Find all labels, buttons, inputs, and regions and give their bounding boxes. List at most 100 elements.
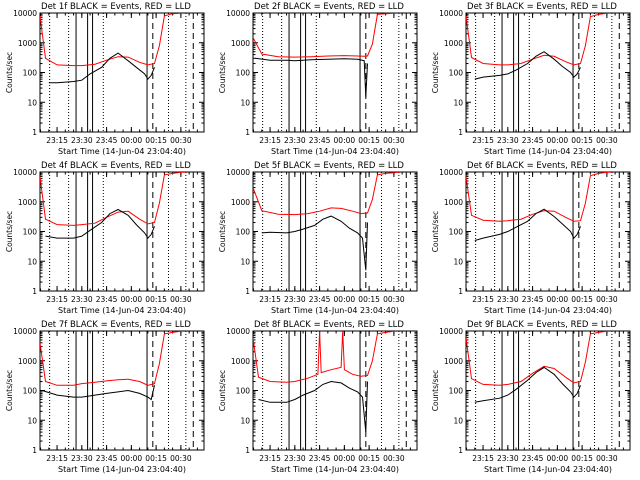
x-tick-label: 23:30 [284, 295, 306, 304]
y-tick-label: 10 [27, 257, 37, 266]
x-axis-label: Start Time (14-Jun-04 23:04:40) [58, 465, 186, 474]
x-tick-label: 23:45 [309, 295, 331, 304]
plot-frame [39, 12, 205, 133]
y-axis-label: Counts/sec [431, 211, 440, 252]
x-tick-label: 00:30 [383, 136, 405, 145]
x-tick-label: 00:15 [358, 136, 380, 145]
panel-title: Det 3f BLACK = Events, RED = LLD [467, 2, 617, 12]
x-tick-label: 23:30 [497, 136, 519, 145]
y-tick-label: 1 [32, 446, 37, 455]
x-tick-label: 23:15 [472, 136, 494, 145]
y-tick-label: 10000 [13, 9, 37, 18]
x-tick-label: 23:30 [71, 295, 93, 304]
x-tick-label: 23:30 [284, 136, 306, 145]
x-tick-label: 23:30 [71, 136, 93, 145]
y-tick-label: 100 [23, 228, 38, 237]
x-tick-label: 23:15 [259, 295, 281, 304]
panel-title: Det 5f BLACK = Events, RED = LLD [254, 161, 404, 171]
y-tick-label: 10 [453, 98, 463, 107]
y-tick-label: 1 [245, 446, 250, 455]
panel-title: Det 9f BLACK = Events, RED = LLD [467, 320, 617, 330]
x-tick-label: 23:15 [259, 454, 281, 463]
x-tick-label: 00:15 [571, 454, 593, 463]
x-tick-label: 00:15 [358, 454, 380, 463]
y-tick-label: 10000 [439, 327, 463, 336]
x-axis-label: Start Time (14-Jun-04 23:04:40) [271, 147, 399, 156]
x-tick-label: 23:30 [497, 295, 519, 304]
x-tick-label: 00:30 [596, 454, 618, 463]
series-events-line [42, 385, 155, 401]
y-tick-label: 1 [245, 128, 250, 137]
y-tick-label: 10 [453, 416, 463, 425]
series-lld-line [253, 331, 399, 383]
y-tick-label: 10000 [13, 168, 37, 177]
x-tick-label: 23:30 [71, 454, 93, 463]
y-tick-label: 1000 [444, 357, 463, 366]
y-axis-label: Counts/sec [5, 211, 14, 252]
x-tick-label: 00:30 [170, 295, 192, 304]
y-tick-label: 100 [449, 69, 464, 78]
y-tick-label: 100 [23, 69, 38, 78]
y-tick-label: 10 [27, 416, 37, 425]
y-tick-label: 10000 [439, 168, 463, 177]
panel-det-8: Det 8f BLACK = Events, RED = LLD 1 10 100 10… [218, 320, 418, 474]
x-tick-label: 00:00 [547, 454, 569, 463]
y-axis-label: Counts/sec [431, 370, 440, 411]
x-tick-label: 00:00 [334, 295, 356, 304]
y-tick-label: 1000 [231, 39, 250, 48]
x-tick-label: 00:00 [547, 295, 569, 304]
panel-det-6: Det 6f BLACK = Events, RED = LLD 1 10 100 10… [431, 161, 631, 315]
plot-frame [465, 330, 631, 451]
y-tick-label: 100 [236, 69, 251, 78]
series-lld-line [253, 13, 399, 58]
y-tick-label: 1000 [18, 39, 37, 48]
x-axis-label: Start Time (14-Jun-04 23:04:40) [484, 147, 612, 156]
x-tick-label: 00:30 [383, 295, 405, 304]
x-tick-label: 00:00 [334, 136, 356, 145]
x-axis-label: Start Time (14-Jun-04 23:04:40) [484, 306, 612, 315]
x-tick-label: 00:00 [121, 136, 143, 145]
y-axis-label: Counts/sec [218, 211, 227, 252]
y-tick-label: 10000 [226, 168, 250, 177]
y-tick-label: 10 [240, 416, 250, 425]
panel-det-7: Det 7f BLACK = Events, RED = LLD 1 10 100 10… [5, 320, 205, 474]
series-events-line [474, 366, 581, 403]
x-tick-label: 00:30 [383, 454, 405, 463]
x-axis-label: Start Time (14-Jun-04 23:04:40) [58, 306, 186, 315]
y-tick-label: 10 [27, 98, 37, 107]
x-tick-label: 23:45 [522, 295, 544, 304]
y-tick-label: 1000 [18, 357, 37, 366]
x-tick-label: 23:45 [96, 136, 118, 145]
plot-frame [465, 171, 631, 292]
y-axis-label: Counts/sec [5, 370, 14, 411]
y-tick-label: 10000 [439, 9, 463, 18]
plot-frame [252, 330, 418, 451]
y-tick-label: 10 [453, 257, 463, 266]
y-tick-label: 100 [236, 387, 251, 396]
panel-det-9: Det 9f BLACK = Events, RED = LLD 1 10 100 10… [431, 320, 631, 474]
plot-frame [252, 12, 418, 133]
y-tick-label: 100 [449, 228, 464, 237]
x-tick-label: 23:15 [472, 295, 494, 304]
x-tick-label: 00:30 [170, 454, 192, 463]
y-tick-label: 10000 [13, 327, 37, 336]
x-tick-label: 00:15 [145, 136, 167, 145]
series-lld-line [40, 331, 186, 386]
y-tick-label: 100 [449, 387, 464, 396]
x-tick-label: 00:00 [547, 136, 569, 145]
x-tick-label: 23:15 [46, 454, 68, 463]
series-events-line [474, 208, 581, 241]
y-tick-label: 1 [458, 128, 463, 137]
y-tick-label: 1 [458, 287, 463, 296]
series-lld-line [40, 13, 186, 67]
series-events-line [474, 51, 581, 80]
panel-title: Det 8f BLACK = Events, RED = LLD [254, 320, 404, 330]
x-axis-label: Start Time (14-Jun-04 23:04:40) [271, 465, 399, 474]
panel-title: Det 6f BLACK = Events, RED = LLD [467, 161, 617, 171]
y-tick-label: 10 [240, 98, 250, 107]
series-events-line [45, 208, 155, 239]
x-tick-label: 23:45 [309, 454, 331, 463]
x-tick-label: 23:15 [472, 454, 494, 463]
x-tick-label: 00:00 [334, 454, 356, 463]
